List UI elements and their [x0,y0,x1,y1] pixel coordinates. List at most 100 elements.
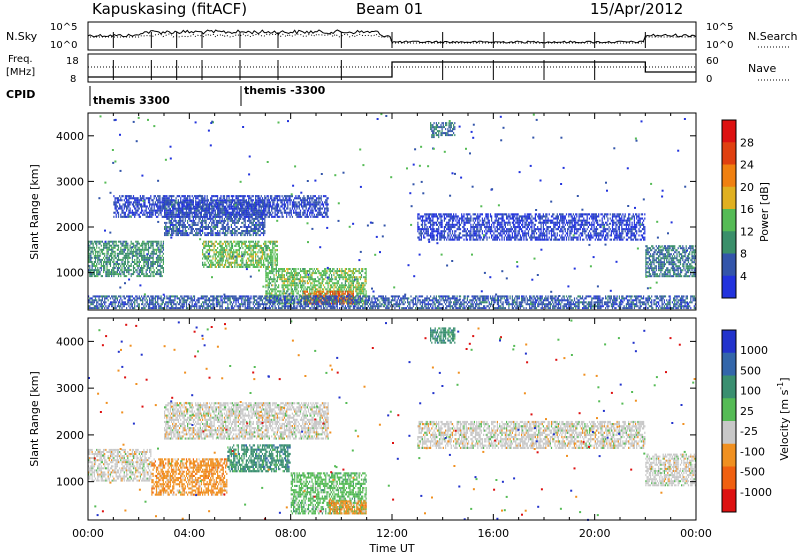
heatmap-cell [268,212,269,214]
heatmap-cell [257,210,258,212]
heatmap-cell [356,294,357,296]
heatmap-cell [262,199,263,201]
heatmap-cell [271,249,272,251]
heatmap-cell [263,243,264,245]
heatmap-cell [290,212,291,214]
heatmap-cell [299,208,300,210]
heatmap-cell [270,253,271,255]
heatmap-cell [143,275,144,277]
heatmap-cell [200,200,201,202]
heatmap-cell [139,263,140,265]
heatmap-cell [169,214,170,216]
heatmap-cell [179,212,180,214]
heatmap-cell [271,264,272,266]
heatmap-cell [267,245,268,247]
heatmap-cell [284,276,285,278]
heatmap-cell [252,245,253,247]
heatmap-cell [124,273,125,275]
heatmap-cell [286,208,287,210]
heatmap-cell [249,218,250,220]
heatmap-cell [230,251,231,253]
heatmap-cell [237,214,238,216]
heatmap-cell [215,255,216,257]
heatmap-cell [293,199,294,201]
heatmap-cell [349,270,350,272]
heatmap-cell [171,228,172,230]
heatmap-cell [181,201,182,203]
heatmap-cell [164,228,165,230]
heatmap-cell [341,270,342,272]
heatmap-cell [353,276,354,278]
heatmap-cell [250,216,251,218]
heatmap-cell [329,276,330,278]
heatmap-cell [315,205,316,207]
heatmap-cell [177,230,178,232]
heatmap-cell [272,205,273,207]
heatmap-cell [101,259,102,261]
heatmap-cell [237,264,238,266]
heatmap-cell [238,264,239,266]
heatmap-cell [277,195,278,197]
heatmap-cell [207,199,208,201]
heatmap-cell [249,249,250,251]
heatmap-cell [176,200,177,202]
heatmap-cell [303,284,304,286]
heatmap-cell [268,199,269,201]
heatmap-cell [294,284,295,286]
heatmap-cell [196,197,197,199]
heatmap-cell [214,199,215,201]
heatmap-cell [96,243,97,245]
heatmap-cell [192,203,193,205]
heatmap-cell [231,255,232,257]
heatmap-cell [223,255,224,257]
heatmap-cell [265,276,266,278]
heatmap-cell [118,253,119,255]
heatmap-cell [203,210,204,212]
heatmap-cell [214,216,215,218]
heatmap-cell [232,232,233,234]
heatmap-cell [253,264,254,266]
heatmap-cell [227,218,228,220]
cpid-label: CPID [6,88,35,101]
heatmap-cell [328,290,329,292]
heatmap-cell [98,247,99,249]
heatmap-cell [118,273,119,275]
heatmap-cell [184,222,185,224]
heatmap-cell [308,195,309,197]
heatmap-cell [256,208,257,210]
heatmap-cell [248,266,249,268]
heatmap-cell [210,220,211,222]
heatmap-cell [206,226,207,228]
heatmap-cell [208,258,209,260]
heatmap-cell [150,265,151,267]
heatmap-cell [309,268,310,270]
heatmap-cell [134,255,135,257]
heatmap-cell [142,259,143,261]
heatmap-cell [143,197,144,199]
heatmap-cell [329,270,330,272]
heatmap-cell [157,201,158,203]
heatmap-cell [420,218,421,220]
heatmap-cell [171,212,172,214]
heatmap-cell [351,293,352,295]
heatmap-cell [305,272,306,274]
heatmap-cell [159,251,160,253]
heatmap-cell [159,259,160,261]
heatmap-cell [343,284,344,286]
heatmap-cell [210,216,211,218]
heatmap-cell [155,241,156,243]
heatmap-cell [332,286,333,288]
heatmap-cell [353,272,354,274]
heatmap-cell [313,286,314,288]
heatmap-cell [353,291,354,293]
heatmap-cell [318,286,319,288]
heatmap-cell [278,205,279,207]
heatmap-cell [188,208,189,210]
heatmap-cell [144,205,145,207]
heatmap-cell [189,220,190,222]
heatmap-cell [324,295,325,297]
heatmap-cell [245,216,246,218]
heatmap-cell [104,245,105,247]
heatmap-cell [217,243,218,245]
heatmap-cell [261,266,262,268]
